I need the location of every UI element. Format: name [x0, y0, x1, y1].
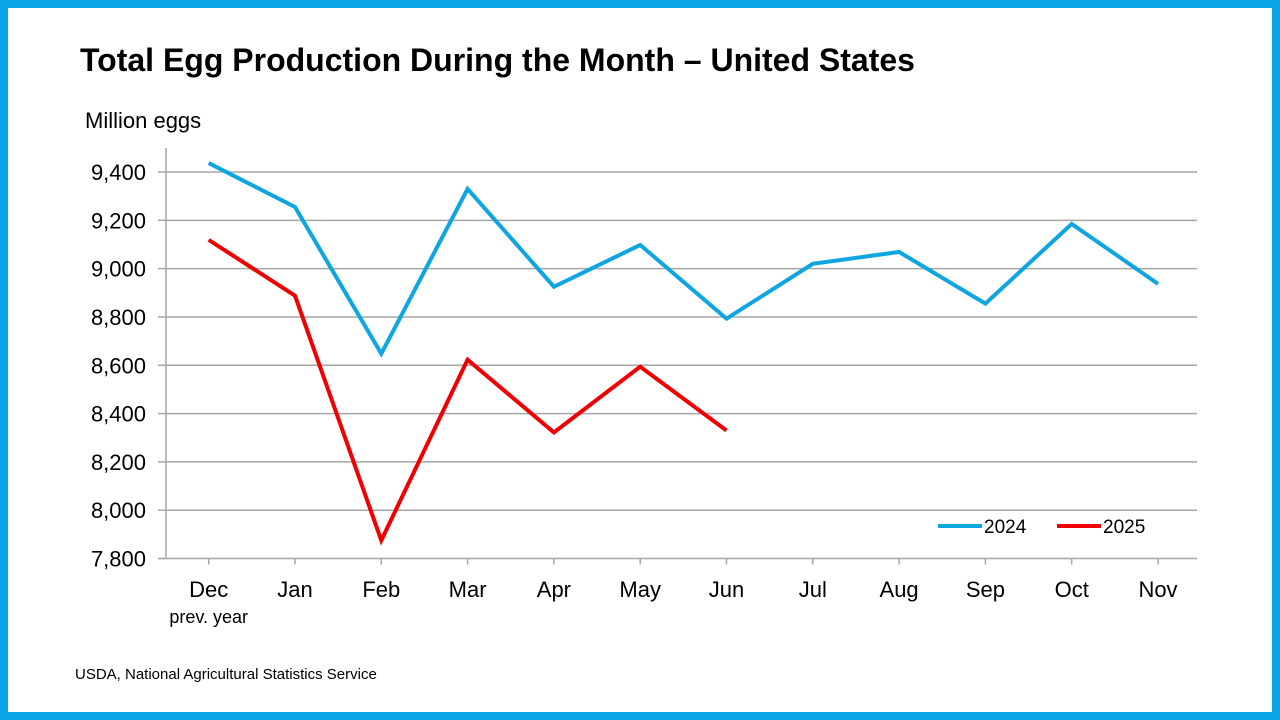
x-tick-label: Dec	[189, 577, 228, 602]
x-tick-label: Nov	[1138, 577, 1177, 602]
chart-title: Total Egg Production During the Month – …	[80, 42, 915, 78]
source-note: USDA, National Agricultural Statistics S…	[75, 666, 377, 683]
x-tick-label: Jan	[277, 577, 312, 602]
y-tick-label: 9,000	[91, 257, 146, 282]
x-tick-label: May	[619, 577, 661, 602]
y-tick-label: 8,200	[91, 450, 146, 475]
y-tick-label: 9,200	[91, 208, 146, 233]
x-tick-label: Oct	[1055, 577, 1089, 602]
legend-label-2025: 2025	[1103, 517, 1145, 538]
x-tick-label: Jun	[709, 577, 744, 602]
y-tick-label: 8,600	[91, 353, 146, 378]
y-tick-label: 7,800	[91, 547, 146, 572]
y-axis-label: Million eggs	[85, 108, 202, 133]
x-tick-label: Mar	[449, 577, 487, 602]
legend-label-2024: 2024	[984, 517, 1027, 538]
y-tick-label: 8,400	[91, 402, 146, 427]
x-tick-label: Feb	[362, 577, 400, 602]
x-tick-label: Apr	[537, 577, 571, 602]
series-line-2024	[207, 161, 1160, 358]
slide-frame	[8, 8, 1272, 712]
x-tick-sublabel: prev. year	[169, 607, 248, 627]
series-line-2025	[207, 238, 728, 546]
x-tick-label: Sep	[966, 577, 1005, 602]
x-tick-label: Jul	[799, 577, 827, 602]
y-tick-label: 8,800	[91, 305, 146, 330]
y-tick-label: 8,000	[91, 498, 146, 523]
y-tick-label: 9,400	[91, 160, 146, 185]
x-tick-label: Aug	[880, 577, 919, 602]
